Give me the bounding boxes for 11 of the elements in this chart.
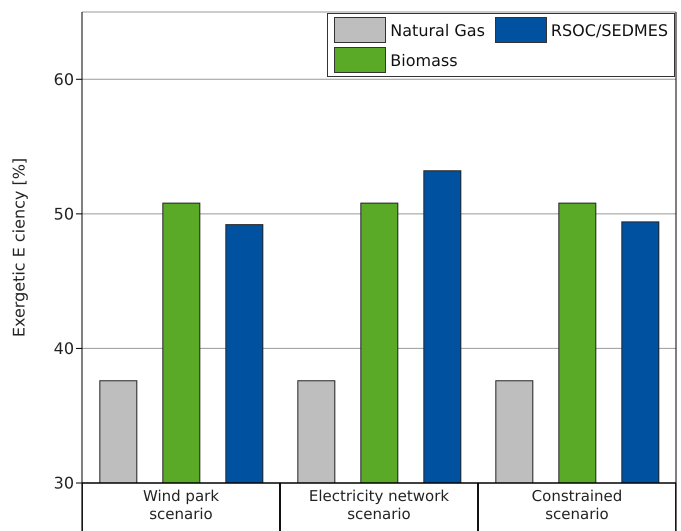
y-tick-label: 50 (54, 204, 74, 224)
y-tick-label: 30 (54, 474, 74, 493)
legend-label: Biomass (390, 50, 458, 70)
x-tick-label: Constrained scenario (532, 487, 622, 523)
y-tick-label: 40 (54, 339, 74, 358)
legend-label: RSOC/SEDMES (550, 20, 668, 40)
x-tick-label: Wind park scenario (142, 487, 220, 523)
legend-label: Natural Gas (390, 20, 485, 40)
x-tick-label: Electricity network scenario (308, 487, 450, 523)
y-axis-title: Exergetic E ciency [%] (10, 158, 29, 338)
y-tick-label: 60 (54, 70, 74, 89)
